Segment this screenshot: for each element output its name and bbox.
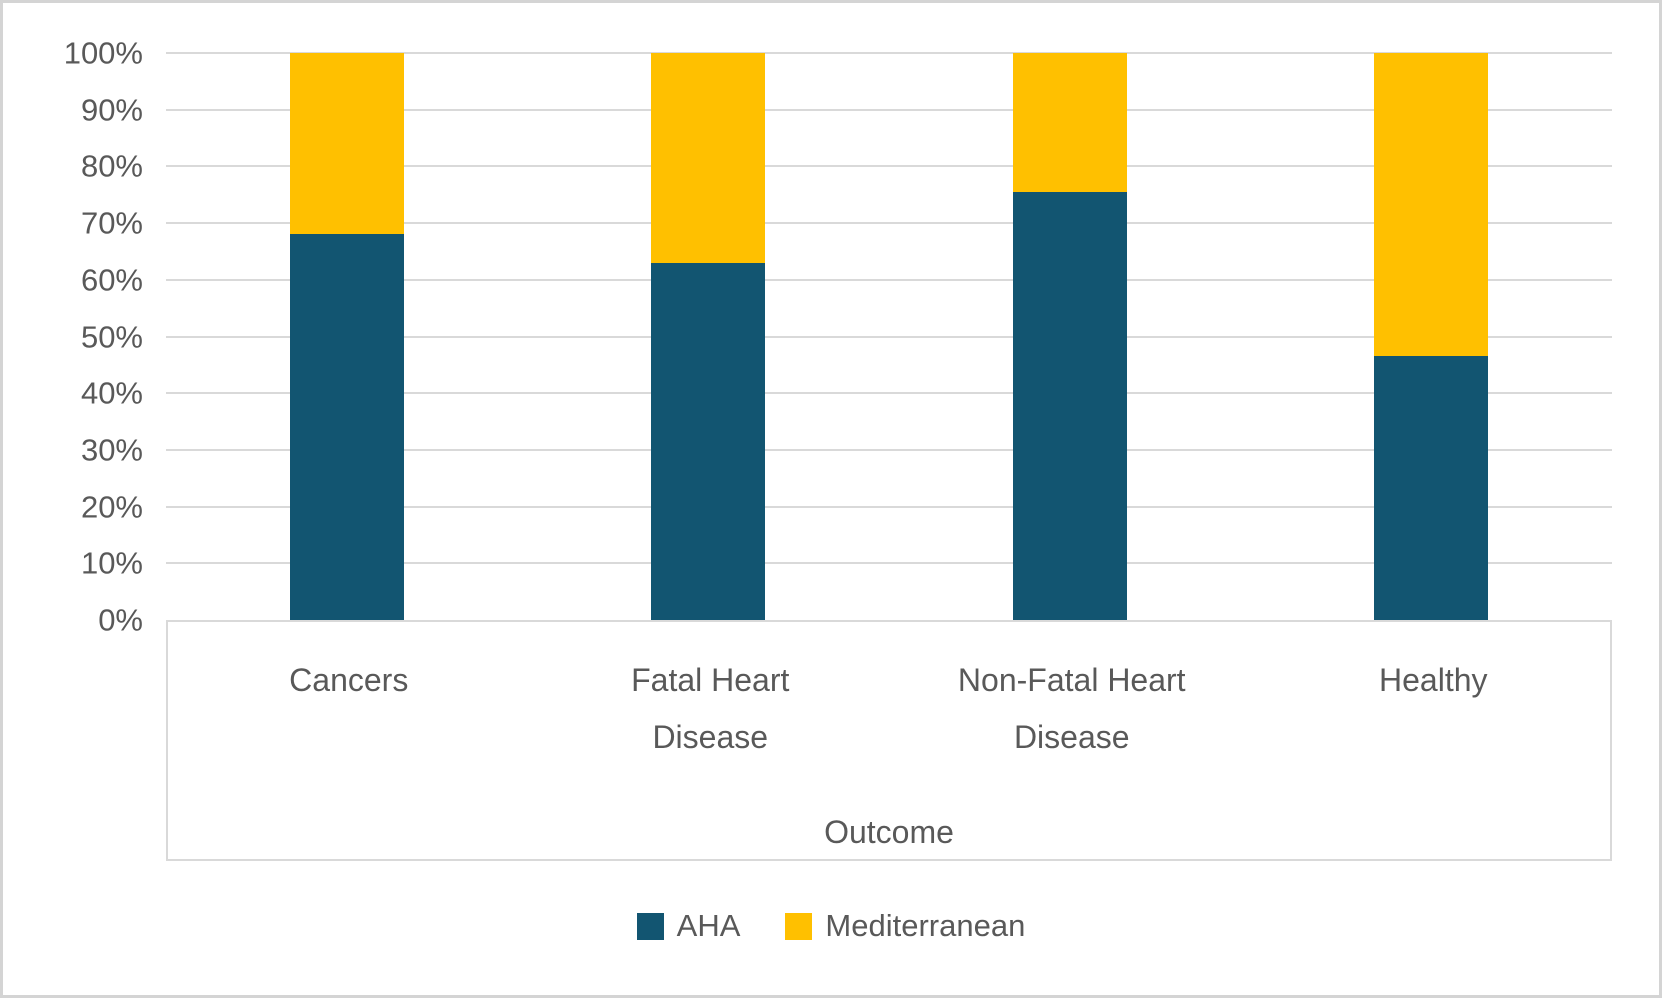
category-axis-area: Cancers Fatal Heart Disease Non-Fatal Heart… [166,620,1612,861]
bar-segment-mediterranean-cancers [289,53,404,235]
bar-segment-mediterranean-non-fatal-heart-disease [1012,53,1127,192]
category-label-line: Healthy [1379,662,1488,698]
gridline-60 [166,278,1612,281]
y-tick-label-80: 80% [80,148,143,184]
bar-segment-aha-healthy [1374,356,1489,620]
category-label-line: Disease [652,719,769,755]
legend-label-mediterranean: Mediterranean [825,908,1026,943]
bar-segment-aha-fatal-heart-disease [651,262,766,620]
category-label-line: Cancers [289,662,409,698]
gridline-90 [166,108,1612,111]
category-label-healthy: Healthy [1253,652,1615,709]
bar-segment-aha-non-fatal-heart-disease [1012,191,1127,620]
gridline-100 [166,52,1612,54]
category-label-line: Non-Fatal Heart [957,662,1186,698]
y-tick-label-100: 100% [63,35,143,71]
gridline-10 [166,562,1612,565]
gridline-30 [166,448,1612,451]
gridline-70 [166,222,1612,225]
gridline-40 [166,392,1612,395]
legend-label-aha: AHA [676,908,741,943]
y-tick-label-90: 90% [80,92,143,128]
y-tick-label-10: 10% [80,545,143,581]
legend-item-mediterranean: Mediterranean [785,908,1025,944]
bar-cancers [289,53,404,620]
bars-layer [166,53,1612,620]
y-tick-label-40: 40% [80,375,143,411]
legend-swatch-mediterranean [785,912,813,940]
bar-healthy [1374,53,1489,620]
plot-area [166,52,1612,620]
category-label-cancers: Cancers [168,652,530,709]
y-axis-tick-labels: 0% 10% 20% 30% 40% 50% 60% 70% 80% 90% 100% [3,3,143,995]
category-label-non-fatal-heart-disease: Non-Fatal Heart Disease [891,652,1253,766]
bar-segment-mediterranean-fatal-heart-disease [651,53,766,263]
category-label-line: Fatal Heart [631,662,790,698]
legend: AHA Mediterranean [3,908,1659,944]
x-axis-title: Outcome [824,814,954,850]
bar-fatal-heart-disease [651,53,766,620]
legend-swatch-aha [636,912,664,940]
gridline-50 [166,335,1612,338]
legend-item-aha: AHA [636,908,741,944]
y-tick-label-70: 70% [80,205,143,241]
category-label-line: Disease [1013,719,1130,755]
y-tick-label-30: 30% [80,432,143,468]
y-tick-label-0: 0% [98,602,143,638]
y-tick-label-20: 20% [80,489,143,525]
gridline-80 [166,165,1612,168]
bar-segment-aha-cancers [289,234,404,620]
category-label-fatal-heart-disease: Fatal Heart Disease [530,652,892,766]
y-tick-label-60: 60% [80,262,143,298]
bar-non-fatal-heart-disease [1012,53,1127,620]
gridline-20 [166,505,1612,508]
y-tick-label-50: 50% [80,319,143,354]
bar-segment-mediterranean-healthy [1374,53,1489,357]
